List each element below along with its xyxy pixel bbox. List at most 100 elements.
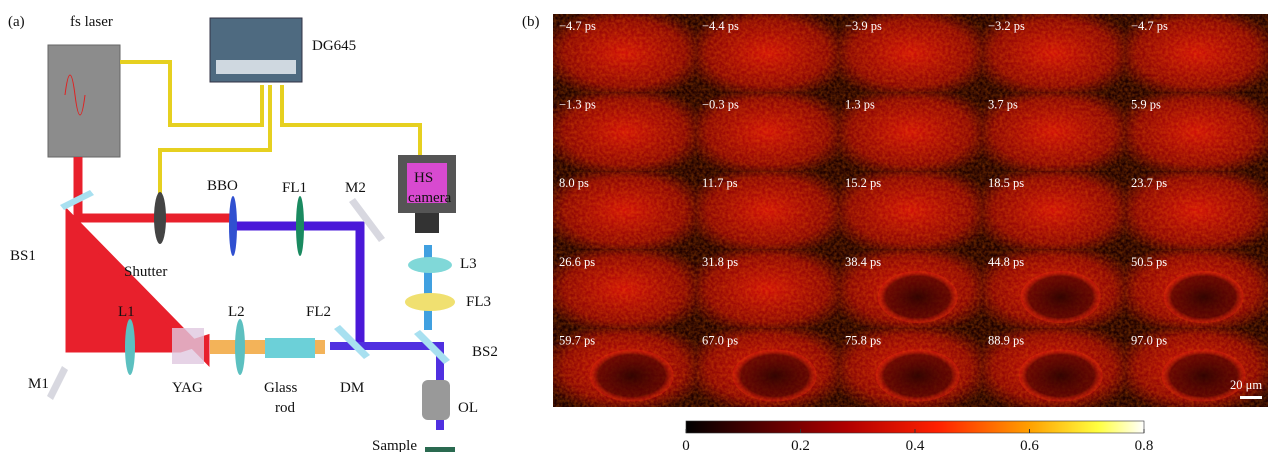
frame-noise xyxy=(839,171,982,250)
label: L3 xyxy=(460,256,477,272)
label: OL xyxy=(458,400,478,416)
scale-bar-label: 20 μm xyxy=(1230,378,1262,392)
label: Shutter xyxy=(124,264,167,280)
frame-noise xyxy=(982,171,1125,250)
time-label: −0.3 ps xyxy=(702,98,739,112)
frame-noise xyxy=(1125,92,1268,172)
frame-noise xyxy=(839,92,982,172)
time-label: 31.8 ps xyxy=(702,255,738,269)
ablation-crater xyxy=(589,349,674,402)
label: fs laser xyxy=(70,14,113,30)
frame-noise xyxy=(696,249,839,329)
l1 xyxy=(125,319,135,375)
label: BS2 xyxy=(472,344,498,360)
label: DG645 xyxy=(312,38,356,54)
label: L2 xyxy=(228,304,245,320)
time-label: 11.7 ps xyxy=(702,176,738,190)
colorbar-tick-label: 0.4 xyxy=(906,438,925,452)
colorbar-tick-label: 0.6 xyxy=(1020,438,1039,452)
frame-noise xyxy=(982,14,1125,93)
frame-noise xyxy=(696,171,839,250)
bbo xyxy=(229,196,237,256)
time-label: 97.0 ps xyxy=(1131,333,1167,347)
time-label: 5.9 ps xyxy=(1131,98,1161,112)
camera-lens xyxy=(415,213,439,233)
label: HS xyxy=(414,170,433,186)
frame-noise xyxy=(839,14,982,93)
time-label: 67.0 ps xyxy=(702,333,738,347)
time-label: −4.4 ps xyxy=(702,19,739,33)
ablation-crater xyxy=(875,349,960,402)
frame-noise xyxy=(553,92,696,172)
objective xyxy=(422,380,450,420)
label: BS1 xyxy=(10,248,36,264)
probe-beam xyxy=(236,221,365,345)
label: camera xyxy=(408,190,452,206)
frame-noise xyxy=(553,14,696,93)
glass-rod xyxy=(265,338,315,358)
time-label: −4.7 ps xyxy=(559,19,596,33)
time-label: 50.5 ps xyxy=(1131,255,1167,269)
label: M1 xyxy=(28,376,49,392)
label: BBO xyxy=(207,178,238,194)
label: Sample xyxy=(372,438,417,452)
frame-noise xyxy=(696,14,839,93)
ablation-crater xyxy=(1020,270,1101,323)
label: FL1 xyxy=(282,180,307,196)
time-label: 3.7 ps xyxy=(988,98,1018,112)
label: FL2 xyxy=(306,304,331,320)
ablation-crater xyxy=(732,349,817,402)
time-label: 88.9 ps xyxy=(988,333,1024,347)
pump-beam xyxy=(73,157,236,223)
pulse-icon xyxy=(64,74,86,116)
label: L1 xyxy=(118,304,135,320)
time-label: 1.3 ps xyxy=(845,98,875,112)
ablation-crater xyxy=(1018,349,1103,402)
colorbar-tick-label: 0 xyxy=(682,438,690,452)
label: FL3 xyxy=(466,294,491,310)
image-panel: (b) −4.7 ps −4.4 ps −3.9 ps −3.2 ps −4.7 ps −… xyxy=(522,14,1268,452)
ablation-crater xyxy=(1161,349,1246,402)
frame-noise xyxy=(553,249,696,329)
cables xyxy=(120,60,422,200)
frame-noise xyxy=(696,92,839,172)
time-label: −4.7 ps xyxy=(1131,19,1168,33)
camera-sensor xyxy=(407,163,447,203)
time-label: 38.4 ps xyxy=(845,255,881,269)
time-label: 26.6 ps xyxy=(559,255,595,269)
scale-bar xyxy=(1240,396,1262,399)
fl3 xyxy=(405,293,455,311)
sample xyxy=(425,447,455,452)
fl1 xyxy=(296,196,304,256)
ablation-crater xyxy=(877,270,958,323)
time-label: −1.3 ps xyxy=(559,98,596,112)
panel-label: (a) xyxy=(8,14,25,30)
label: YAG xyxy=(172,380,203,396)
frame-noise xyxy=(982,92,1125,172)
time-label: 15.2 ps xyxy=(845,176,881,190)
label: M2 xyxy=(345,180,366,196)
time-label: 44.8 ps xyxy=(988,255,1024,269)
setup-diagram: (a) fs laser DG645 HS camera BBO FL1 M2 … xyxy=(8,14,498,452)
label: Glass xyxy=(264,380,297,396)
ablation-crater xyxy=(1163,270,1244,323)
time-label: 18.5 ps xyxy=(988,176,1024,190)
delay-panel xyxy=(216,60,296,74)
colorbar-tick-label: 0.8 xyxy=(1135,438,1154,452)
frame-noise xyxy=(1125,14,1268,93)
time-label: 59.7 ps xyxy=(559,333,595,347)
label: DM xyxy=(340,380,364,396)
time-label: 23.7 ps xyxy=(1131,176,1167,190)
frame-noise xyxy=(1125,171,1268,250)
frame-noise xyxy=(553,171,696,250)
yag-crystal xyxy=(172,328,204,364)
l2 xyxy=(235,319,245,375)
panel-label: (b) xyxy=(522,14,540,30)
shutter xyxy=(154,192,166,244)
time-label: −3.9 ps xyxy=(845,19,882,33)
colorbar-tick-label: 0.2 xyxy=(791,438,810,452)
time-label: 8.0 ps xyxy=(559,176,589,190)
time-label: 75.8 ps xyxy=(845,333,881,347)
time-label: −3.2 ps xyxy=(988,19,1025,33)
